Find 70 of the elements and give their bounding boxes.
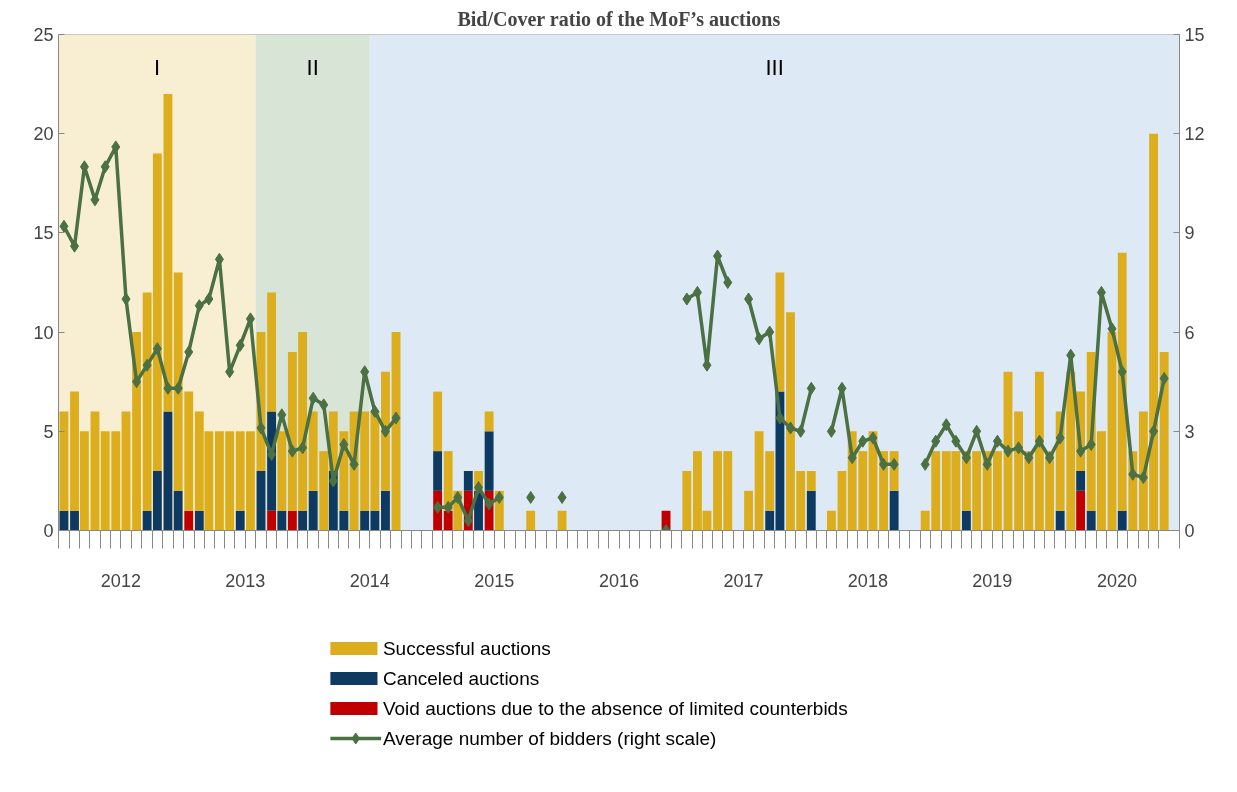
bar — [90, 411, 100, 531]
bar — [484, 431, 494, 491]
bar — [235, 510, 245, 531]
legend-label: Average number of bidders (right scale) — [382, 728, 717, 749]
x-tick-label: 2016 — [598, 570, 640, 591]
bar — [59, 411, 69, 511]
bar — [391, 332, 401, 531]
bar — [1117, 510, 1127, 531]
band-label: II — [306, 54, 319, 80]
x-tick-label: 2013 — [225, 570, 266, 591]
bar — [463, 470, 473, 491]
bar — [484, 411, 494, 432]
bar — [1076, 470, 1086, 491]
bar — [287, 510, 297, 531]
legend-label: Successful auctions — [382, 638, 551, 659]
y2-tick-label: 15 — [1184, 25, 1205, 45]
chart-title: Bid/Cover ratio of the MoF’s auctions — [457, 7, 781, 30]
x-tick-label: 2020 — [1097, 570, 1138, 591]
bar — [194, 510, 204, 531]
x-tick-label: 2017 — [723, 570, 764, 591]
y2-tick-label: 3 — [1184, 421, 1195, 442]
bar — [433, 391, 443, 452]
y2-tick-label: 0 — [1184, 521, 1195, 541]
bar — [163, 94, 173, 412]
bar — [277, 431, 287, 511]
bar — [806, 490, 816, 531]
bar — [1159, 351, 1169, 531]
bar — [173, 490, 183, 531]
y-tick-label: 20 — [33, 124, 54, 145]
y2-tick-label: 12 — [1184, 124, 1205, 145]
bar — [775, 272, 785, 392]
bar — [184, 510, 194, 531]
bar — [1076, 490, 1086, 531]
x-tick-label: 2018 — [847, 570, 888, 591]
bar — [132, 332, 142, 531]
bar — [1086, 510, 1096, 531]
bar — [121, 411, 131, 531]
bar — [298, 510, 308, 531]
y-tick-label: 0 — [43, 521, 54, 541]
x-tick-label: 2015 — [474, 570, 515, 591]
bar — [826, 510, 836, 531]
x-tick-label: 2012 — [100, 570, 141, 591]
bar — [806, 470, 816, 491]
x-tick-label: 2014 — [349, 570, 390, 591]
bar — [70, 510, 79, 531]
legend-label: Void auctions due to the absence of limited counterbids — [382, 698, 848, 719]
y-tick-label: 15 — [33, 223, 54, 244]
bar — [381, 371, 390, 491]
bar — [308, 490, 318, 531]
y-tick-label: 25 — [33, 25, 54, 45]
band-label: I — [153, 54, 161, 80]
bar — [267, 510, 277, 531]
bar — [1055, 510, 1065, 531]
bar — [277, 510, 287, 531]
bar — [267, 292, 277, 412]
bar — [682, 470, 692, 531]
y2-tick-label: 9 — [1184, 223, 1195, 244]
y2-tick-label: 6 — [1184, 322, 1195, 343]
y-tick-label: 5 — [43, 421, 54, 442]
band-label: III — [765, 54, 784, 80]
bar — [961, 510, 971, 531]
bar — [744, 490, 753, 531]
bar — [889, 490, 899, 531]
bar — [526, 510, 536, 531]
bar — [433, 451, 443, 491]
bar — [163, 411, 173, 531]
x-tick-label: 2019 — [972, 570, 1013, 591]
legend-label: Canceled auctions — [382, 668, 540, 689]
bar — [381, 490, 390, 531]
y-tick-label: 10 — [33, 322, 54, 343]
